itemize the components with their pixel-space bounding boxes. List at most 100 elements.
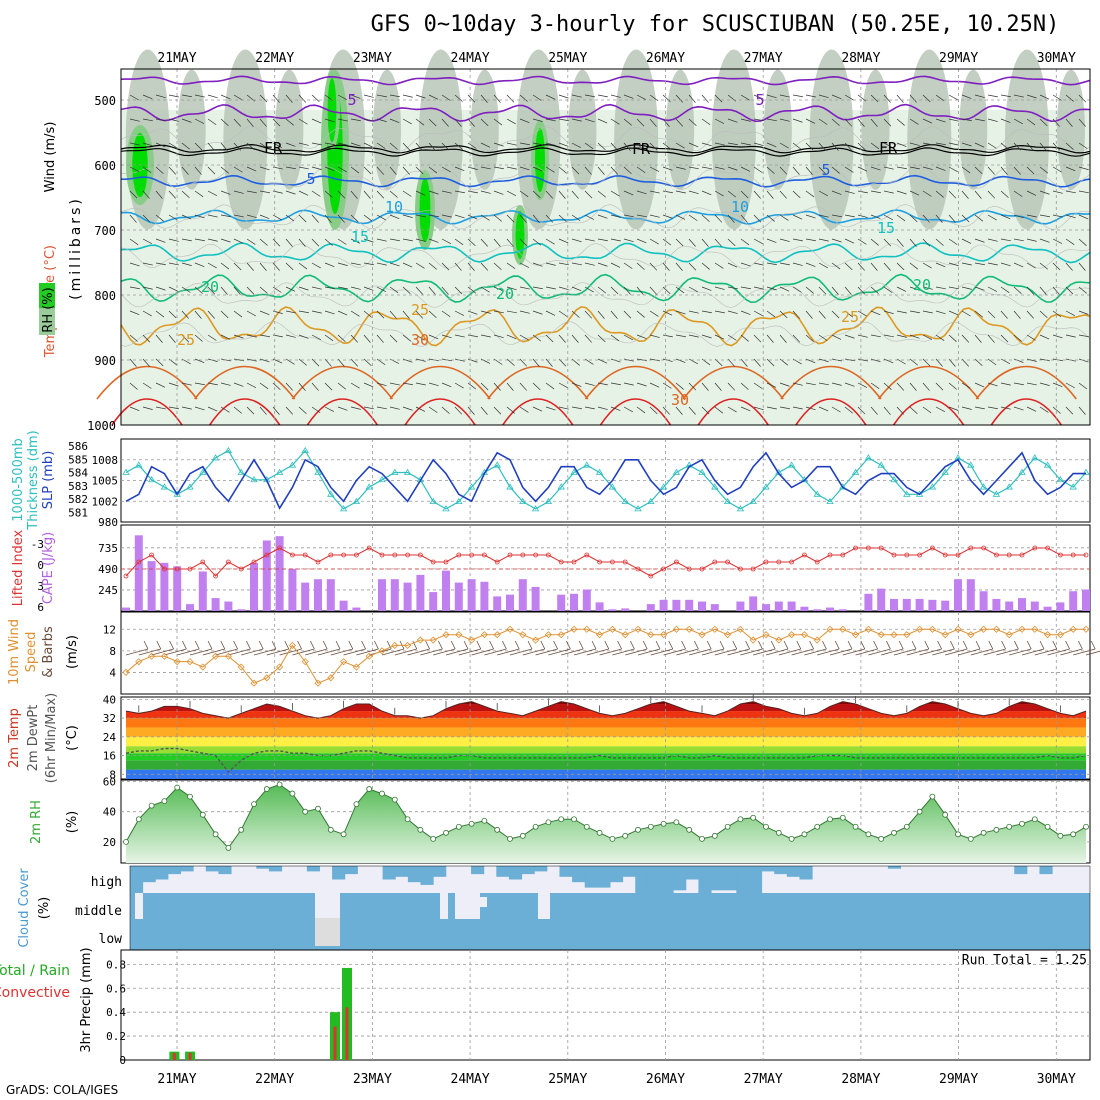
wind-barb (350, 142, 361, 147)
wind-barb (662, 142, 672, 150)
wind-barb (870, 382, 880, 389)
wind-barb (428, 94, 439, 100)
cape-bar (467, 579, 476, 611)
wind-barb (688, 406, 696, 415)
wind-barb (779, 286, 790, 292)
wind-barb (506, 406, 515, 414)
wind-barb (831, 310, 840, 319)
wind-barb (714, 94, 723, 103)
wind-barb (870, 118, 878, 127)
cloud-high-cell (218, 866, 232, 875)
rh-point (430, 835, 437, 842)
lifted-index-point (930, 545, 935, 551)
lifted-index-point (1006, 552, 1012, 558)
wind-barb-flag (502, 640, 507, 650)
wind-barb-flag (1001, 640, 1006, 650)
cloud-gap (475, 897, 487, 907)
wind-barb (389, 94, 400, 98)
wind-barb (337, 94, 348, 100)
ylabel-temp-units: (°C) (65, 725, 80, 751)
wind-barb (285, 262, 294, 271)
wind-barb (792, 142, 802, 150)
wind-barb (831, 406, 841, 413)
wind-barb (155, 310, 165, 318)
wind-barb (753, 214, 762, 223)
contour-label: 5 (347, 91, 356, 109)
contour-label: 5 (306, 170, 315, 188)
wind-barb (285, 214, 295, 222)
wind-barb (1052, 190, 1063, 194)
wind-barb (740, 94, 750, 101)
wind-barb (970, 648, 993, 656)
wind-barb (1013, 262, 1024, 268)
rh-point (379, 790, 385, 797)
cape-bar (506, 594, 514, 611)
wind-barb-flag (527, 640, 533, 650)
wind-barb (532, 358, 540, 367)
wind-barb-flag (604, 640, 610, 650)
wind-barb (610, 406, 621, 411)
lifted-index-point (968, 545, 974, 551)
wind-barb (428, 382, 439, 387)
thickness-point (224, 446, 233, 454)
wind-barb (181, 262, 192, 266)
wind-barb (298, 142, 309, 146)
cape-bar (864, 593, 873, 611)
wind-barb (142, 190, 150, 199)
wind-barb (467, 238, 476, 247)
lifted-index-point (622, 559, 628, 565)
wind-barb (168, 286, 179, 292)
wind-barb (480, 334, 491, 338)
wind-barb (636, 190, 647, 195)
wind-barb (298, 382, 306, 391)
wind-barb (545, 286, 556, 290)
wind-barb (974, 166, 983, 175)
wind-speed-point (199, 663, 207, 671)
wind-barb (870, 142, 880, 150)
thickness-point (698, 468, 706, 475)
lifted-index-point (904, 552, 910, 558)
wind-barb-flag (668, 640, 674, 650)
wind-barb (714, 648, 737, 656)
wind-barb (519, 118, 530, 124)
cloud-gap (538, 893, 550, 919)
wind-speed-point (506, 625, 514, 633)
cape-bar (813, 609, 822, 611)
temp-band (126, 760, 1086, 770)
wind-barb (480, 214, 490, 221)
wind-barb (363, 238, 374, 243)
wind-barb (584, 142, 594, 150)
contour-fr-2 (120, 147, 1091, 157)
thickness-point (147, 475, 156, 483)
rh-blob (223, 49, 268, 230)
wind-barb (948, 286, 959, 290)
wind-barb (259, 190, 270, 194)
wind-barb-flag (694, 640, 699, 650)
rh-point (443, 829, 449, 836)
thickness-point (621, 497, 629, 505)
contour-30 (194, 365, 296, 400)
wind-barb (831, 166, 840, 174)
wind-barb (701, 648, 725, 656)
lifted-index-point (699, 566, 705, 572)
thickness-point (570, 468, 578, 475)
wind-barb (363, 94, 374, 98)
wind-barb (181, 382, 192, 386)
wind-barb (922, 238, 931, 247)
wind-barb (727, 382, 736, 391)
wind-barb (350, 262, 361, 266)
wind-barb (987, 358, 997, 366)
wind-barb (662, 238, 672, 246)
wind-speed-point (647, 631, 655, 639)
cloud-high-cell (534, 866, 548, 872)
wind-barb (441, 142, 450, 151)
rh-point (711, 832, 718, 839)
li-tick: -3 (31, 538, 44, 551)
date-label-bottom: 30MAY (1037, 1072, 1076, 1087)
wind-barb (662, 94, 671, 103)
wind-barb (792, 406, 803, 410)
wind-barb (909, 238, 917, 247)
wind-speed-point (954, 625, 962, 633)
wind-speed-point (762, 631, 770, 639)
wind-barb (233, 286, 241, 295)
